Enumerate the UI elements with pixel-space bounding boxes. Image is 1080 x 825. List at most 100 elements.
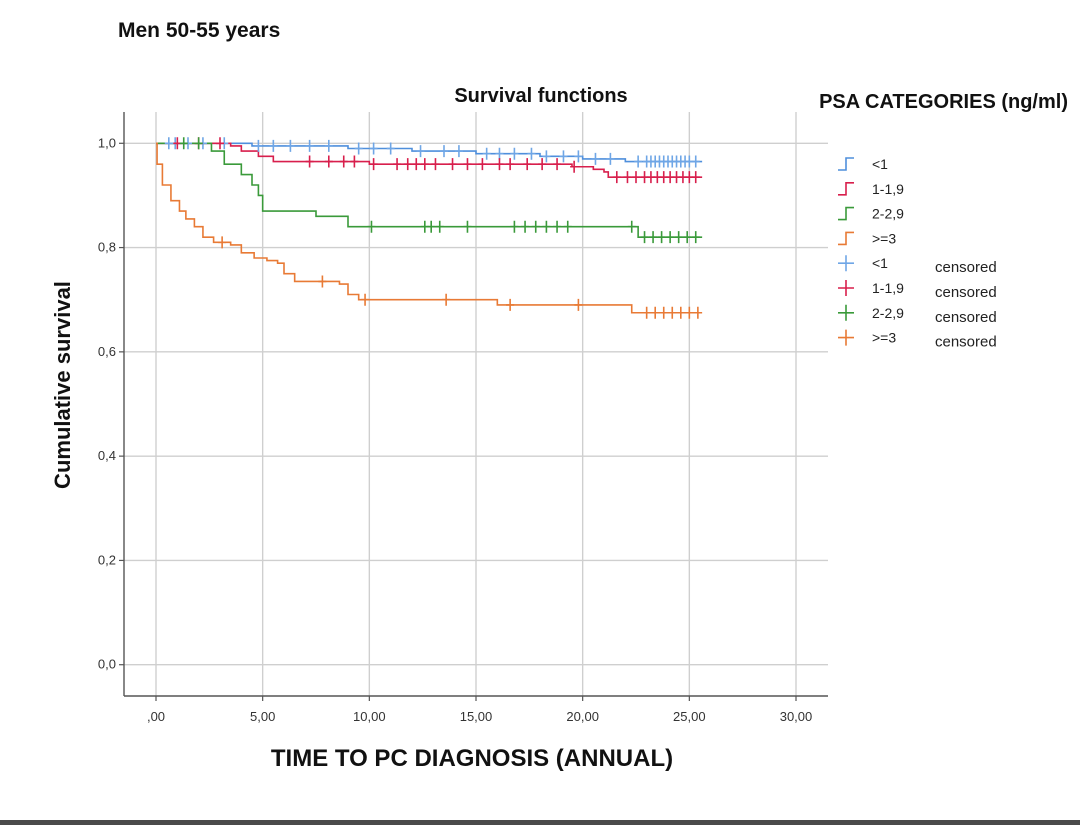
legend-label: >=3	[872, 230, 896, 246]
censor-mark	[510, 147, 519, 160]
censor-mark	[350, 155, 359, 168]
y-tick-label: 0,6	[98, 344, 116, 359]
censor-mark	[676, 306, 685, 319]
censor-mark	[194, 137, 203, 150]
censor-mark	[510, 220, 519, 233]
censor-mark	[506, 158, 515, 171]
censor-mark	[286, 139, 295, 152]
censor-mark	[666, 231, 675, 244]
x-axis-label: TIME TO PC DIAGNOSIS (ANNUAL)	[271, 745, 673, 772]
censor-mark	[218, 236, 227, 249]
censor-mark	[683, 231, 692, 244]
censor-mark	[657, 231, 666, 244]
censor-mark	[521, 220, 530, 233]
y-tick-label: 0,8	[98, 240, 116, 255]
censor-mark	[216, 137, 224, 150]
censor-mark	[691, 231, 700, 244]
censor-mark	[612, 171, 621, 184]
y-tick-label: 0,2	[98, 552, 116, 567]
chart-axes: ,00 5,00 10,00 15,00 20,00 25,00 30,00 0,0 0,2 0,…	[98, 112, 828, 724]
censor-mark	[691, 155, 700, 168]
legend-label: 2-2,9	[872, 305, 904, 321]
censor-mark	[642, 306, 651, 319]
censor-mark	[442, 293, 451, 306]
censor-mark	[412, 158, 421, 171]
censor-mark	[482, 147, 491, 160]
censor-mark	[591, 152, 600, 165]
legend-censor-symbol	[838, 329, 854, 346]
censor-mark	[563, 220, 572, 233]
censor-mark	[651, 306, 660, 319]
censor-mark	[542, 150, 551, 163]
censor-mark	[495, 158, 504, 171]
legend-line-symbol	[838, 206, 854, 221]
censor-mark	[454, 145, 463, 158]
censor-mark	[305, 139, 314, 152]
censor-mark	[367, 220, 376, 233]
legend-label: 1-1,9	[872, 181, 904, 197]
censor-mark	[420, 158, 429, 171]
censor-mark	[386, 142, 395, 155]
censor-mark	[640, 231, 649, 244]
x-tick-label: 30,00	[780, 709, 813, 724]
legend-label: 2-2,9	[872, 206, 904, 222]
chart-subtitle: Men 50-55 years	[118, 19, 280, 42]
chart-legend: <1 1-1,9 2-2,9 >=3 <1 censored 1-1,9 censored 2-…	[838, 156, 997, 351]
legend-line-symbol	[838, 182, 854, 196]
censor-mark	[495, 147, 504, 160]
x-tick-label: 25,00	[673, 709, 706, 724]
censor-mark	[324, 155, 333, 168]
censor-mark	[691, 171, 700, 184]
legend-censored-note: censored	[935, 259, 997, 276]
legend-label: >=3	[872, 330, 896, 346]
legend-censored-note: censored	[935, 334, 997, 351]
censor-mark	[649, 231, 658, 244]
censor-mark	[685, 306, 694, 319]
legend-censor-symbol	[838, 255, 854, 272]
survival-curve	[156, 142, 703, 178]
x-tick-label: ,00	[147, 709, 165, 724]
censor-mark	[538, 158, 547, 171]
censor-mark	[542, 220, 551, 233]
censor-mark	[254, 139, 263, 152]
censor-mark	[523, 158, 532, 171]
censor-mark	[463, 158, 472, 171]
censor-mark	[559, 150, 568, 163]
censor-mark	[431, 158, 440, 171]
censor-mark	[463, 220, 472, 233]
censor-mark	[318, 275, 327, 288]
legend-censored-note: censored	[935, 309, 997, 326]
legend-title: PSA CATEGORIES (ng/ml)	[819, 91, 1068, 113]
censor-mark	[668, 306, 677, 319]
censor-mark	[369, 142, 378, 155]
censor-mark	[627, 220, 636, 233]
legend-line-symbol	[838, 157, 854, 171]
survival-curve	[156, 142, 703, 314]
censor-mark	[574, 298, 583, 311]
legend-censor-symbol	[838, 304, 854, 321]
censor-mark	[369, 158, 378, 171]
censor-mark	[269, 139, 278, 152]
censor-mark	[674, 231, 683, 244]
censor-mark	[416, 145, 425, 158]
censor-mark	[179, 137, 188, 150]
censor-mark	[606, 152, 615, 165]
censor-mark	[403, 158, 412, 171]
legend-censor-symbol	[838, 280, 854, 296]
censor-mark	[574, 150, 583, 163]
x-tick-label: 10,00	[353, 709, 386, 724]
x-tick-label: 15,00	[460, 709, 493, 724]
censor-mark	[659, 306, 668, 319]
bottom-divider	[0, 820, 1080, 825]
censor-mark	[570, 160, 579, 173]
x-tick-label: 20,00	[566, 709, 599, 724]
chart-title: Survival functions	[454, 85, 627, 107]
censor-mark	[339, 155, 348, 168]
censor-mark	[440, 145, 448, 158]
chart-labels: Men 50-55 years Survival functions PSA C…	[50, 19, 1068, 772]
censor-mark	[361, 293, 370, 306]
legend-label: <1	[872, 255, 888, 271]
censor-mark	[527, 147, 536, 160]
legend-line-symbol	[838, 231, 854, 246]
